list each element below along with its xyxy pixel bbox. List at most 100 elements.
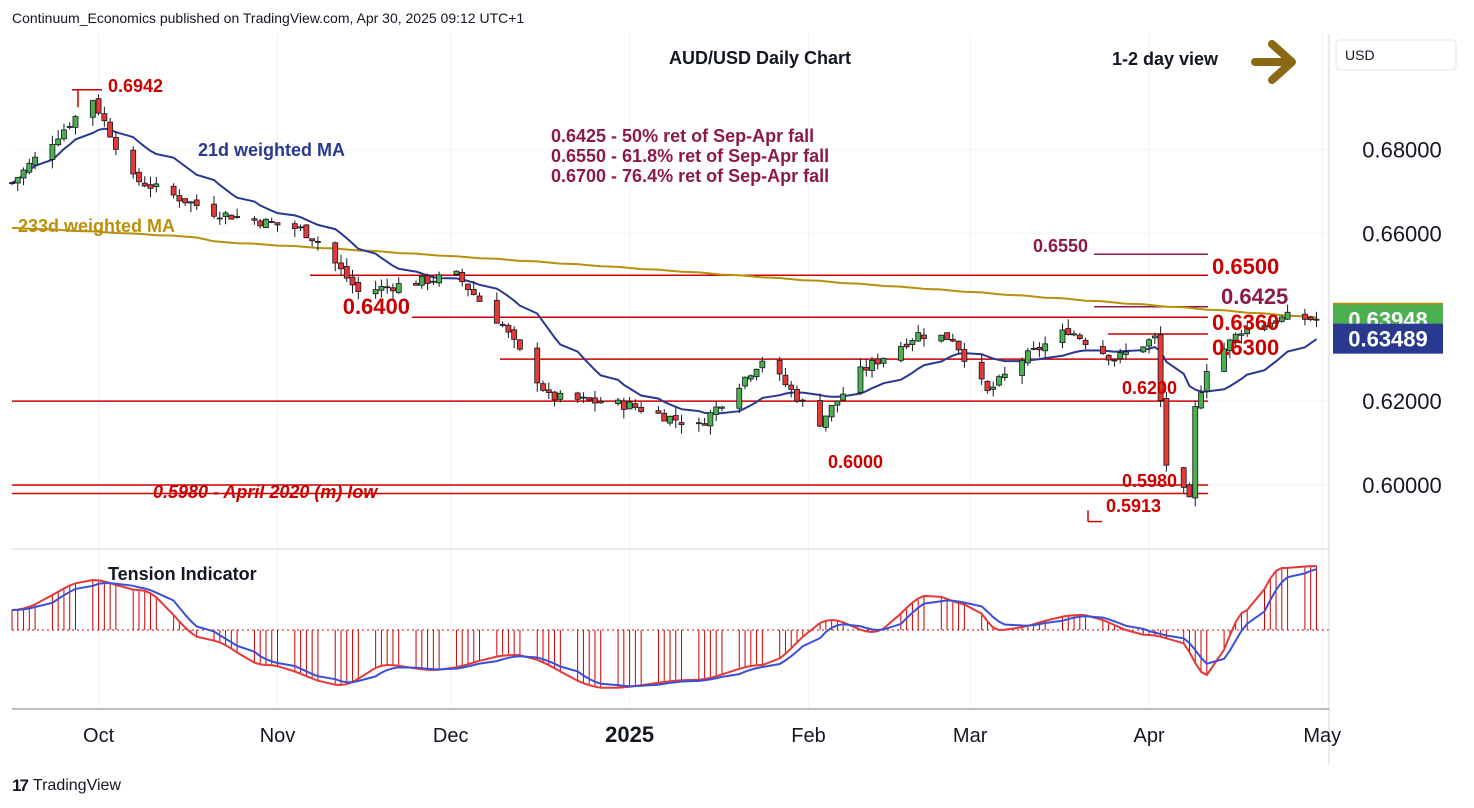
candles [9,94,1320,507]
candle-body [32,156,38,166]
candle-body [822,415,829,428]
candle-body [667,415,673,424]
candle-body [1076,334,1083,340]
candle-body [909,340,916,345]
candle-body [1140,346,1147,353]
label-0.6942: 0.6942 [108,76,163,96]
candle-body [534,347,541,384]
candle-body [1313,318,1320,321]
label-0.6000: 0.6000 [828,452,883,472]
candle-body [430,280,437,283]
fib-note: 0.6550 - 61.8% ret of Sep-Apr fall [551,146,829,166]
candle-body [1273,320,1279,324]
view-label: 1-2 day view [1112,49,1219,69]
candle-body [378,286,385,291]
candle-body [315,241,321,243]
footer[interactable]: 17 TradingView [12,776,121,796]
candle-body [747,375,754,380]
candle-body [1284,311,1291,320]
candle-body [1111,359,1118,362]
candle-body [257,220,264,227]
candle-body [1244,327,1251,335]
time-label-apr: Apr [1134,725,1165,747]
candle-body [1221,348,1228,372]
candle-body [170,185,177,196]
candle-body [955,340,962,351]
candle-body [869,359,875,371]
candle-body [672,415,679,421]
time-label-mar: Mar [953,725,988,747]
candle-body [72,116,79,128]
candle-body [921,334,927,339]
candle-body [978,361,985,380]
candle-body [1065,328,1072,336]
candle-body [742,376,748,387]
candle-body [736,387,743,409]
candle-body [586,397,593,401]
candle-body [274,222,281,226]
label-0.6300: 0.6300 [1212,335,1279,360]
candle-body [574,392,581,400]
candle-body [632,403,639,408]
candle-body [234,216,241,218]
candle-body [309,238,316,242]
price-tick: 0.66000 [1362,221,1442,246]
ma233-group [11,226,1317,319]
candle-body [136,171,142,183]
candle-body [545,389,552,393]
candle-body [1302,313,1308,320]
candle-body [297,226,304,229]
candle-body [863,367,870,371]
candle-body [424,275,431,284]
candle-body [961,349,968,362]
candle-body [228,214,235,220]
candle-body [517,339,523,350]
candle-body [291,223,298,229]
candle-body [799,399,806,402]
price-tick: 0.68000 [1362,137,1442,162]
candle-body [355,282,362,292]
candle-body [1123,351,1129,355]
candle-body [26,162,33,173]
candle-body [395,283,402,293]
candle-body [89,100,96,118]
candle-body [817,400,823,427]
candle-body [1099,346,1106,354]
candle-body [1192,406,1199,499]
currency-box [1335,39,1457,71]
candle-body [384,286,391,289]
candle-body [9,182,15,185]
tension-slow-line [11,568,1317,688]
candle-body [55,138,62,146]
candle-body [834,400,841,406]
tension-fast-line [11,565,1317,689]
candle-body [753,368,760,378]
candle-body [620,400,627,410]
publisher-line: Continuum_Economics published on Trading… [12,10,525,26]
candle-body [938,334,945,342]
ma21-label: 21d weighted MA [198,140,345,160]
axes: Oct Nov Dec 2025 Feb Mar Apr May 0.68000 0.66000 0… [12,34,1457,764]
candle-body [1163,398,1170,466]
candle-body [303,224,310,239]
candle-body [1278,316,1285,322]
candle-body [1117,352,1124,360]
candle-body [984,380,991,392]
candle-body [996,376,1002,386]
candle-body [465,283,471,291]
candle-body [551,391,558,401]
right-arrow-icon [1251,40,1296,84]
candle-body [1203,371,1210,392]
candle-body [944,332,950,341]
candle-body [436,274,443,284]
candle-body [130,149,137,175]
tradingview-logo-icon: 17 [12,776,29,795]
candle-body [788,384,795,390]
candle-body [182,198,189,204]
candle-body [1307,316,1314,321]
candle-body [193,199,200,206]
candle-body [949,338,956,342]
candle-body [1180,467,1187,488]
footer-brand: TradingView [32,777,121,794]
